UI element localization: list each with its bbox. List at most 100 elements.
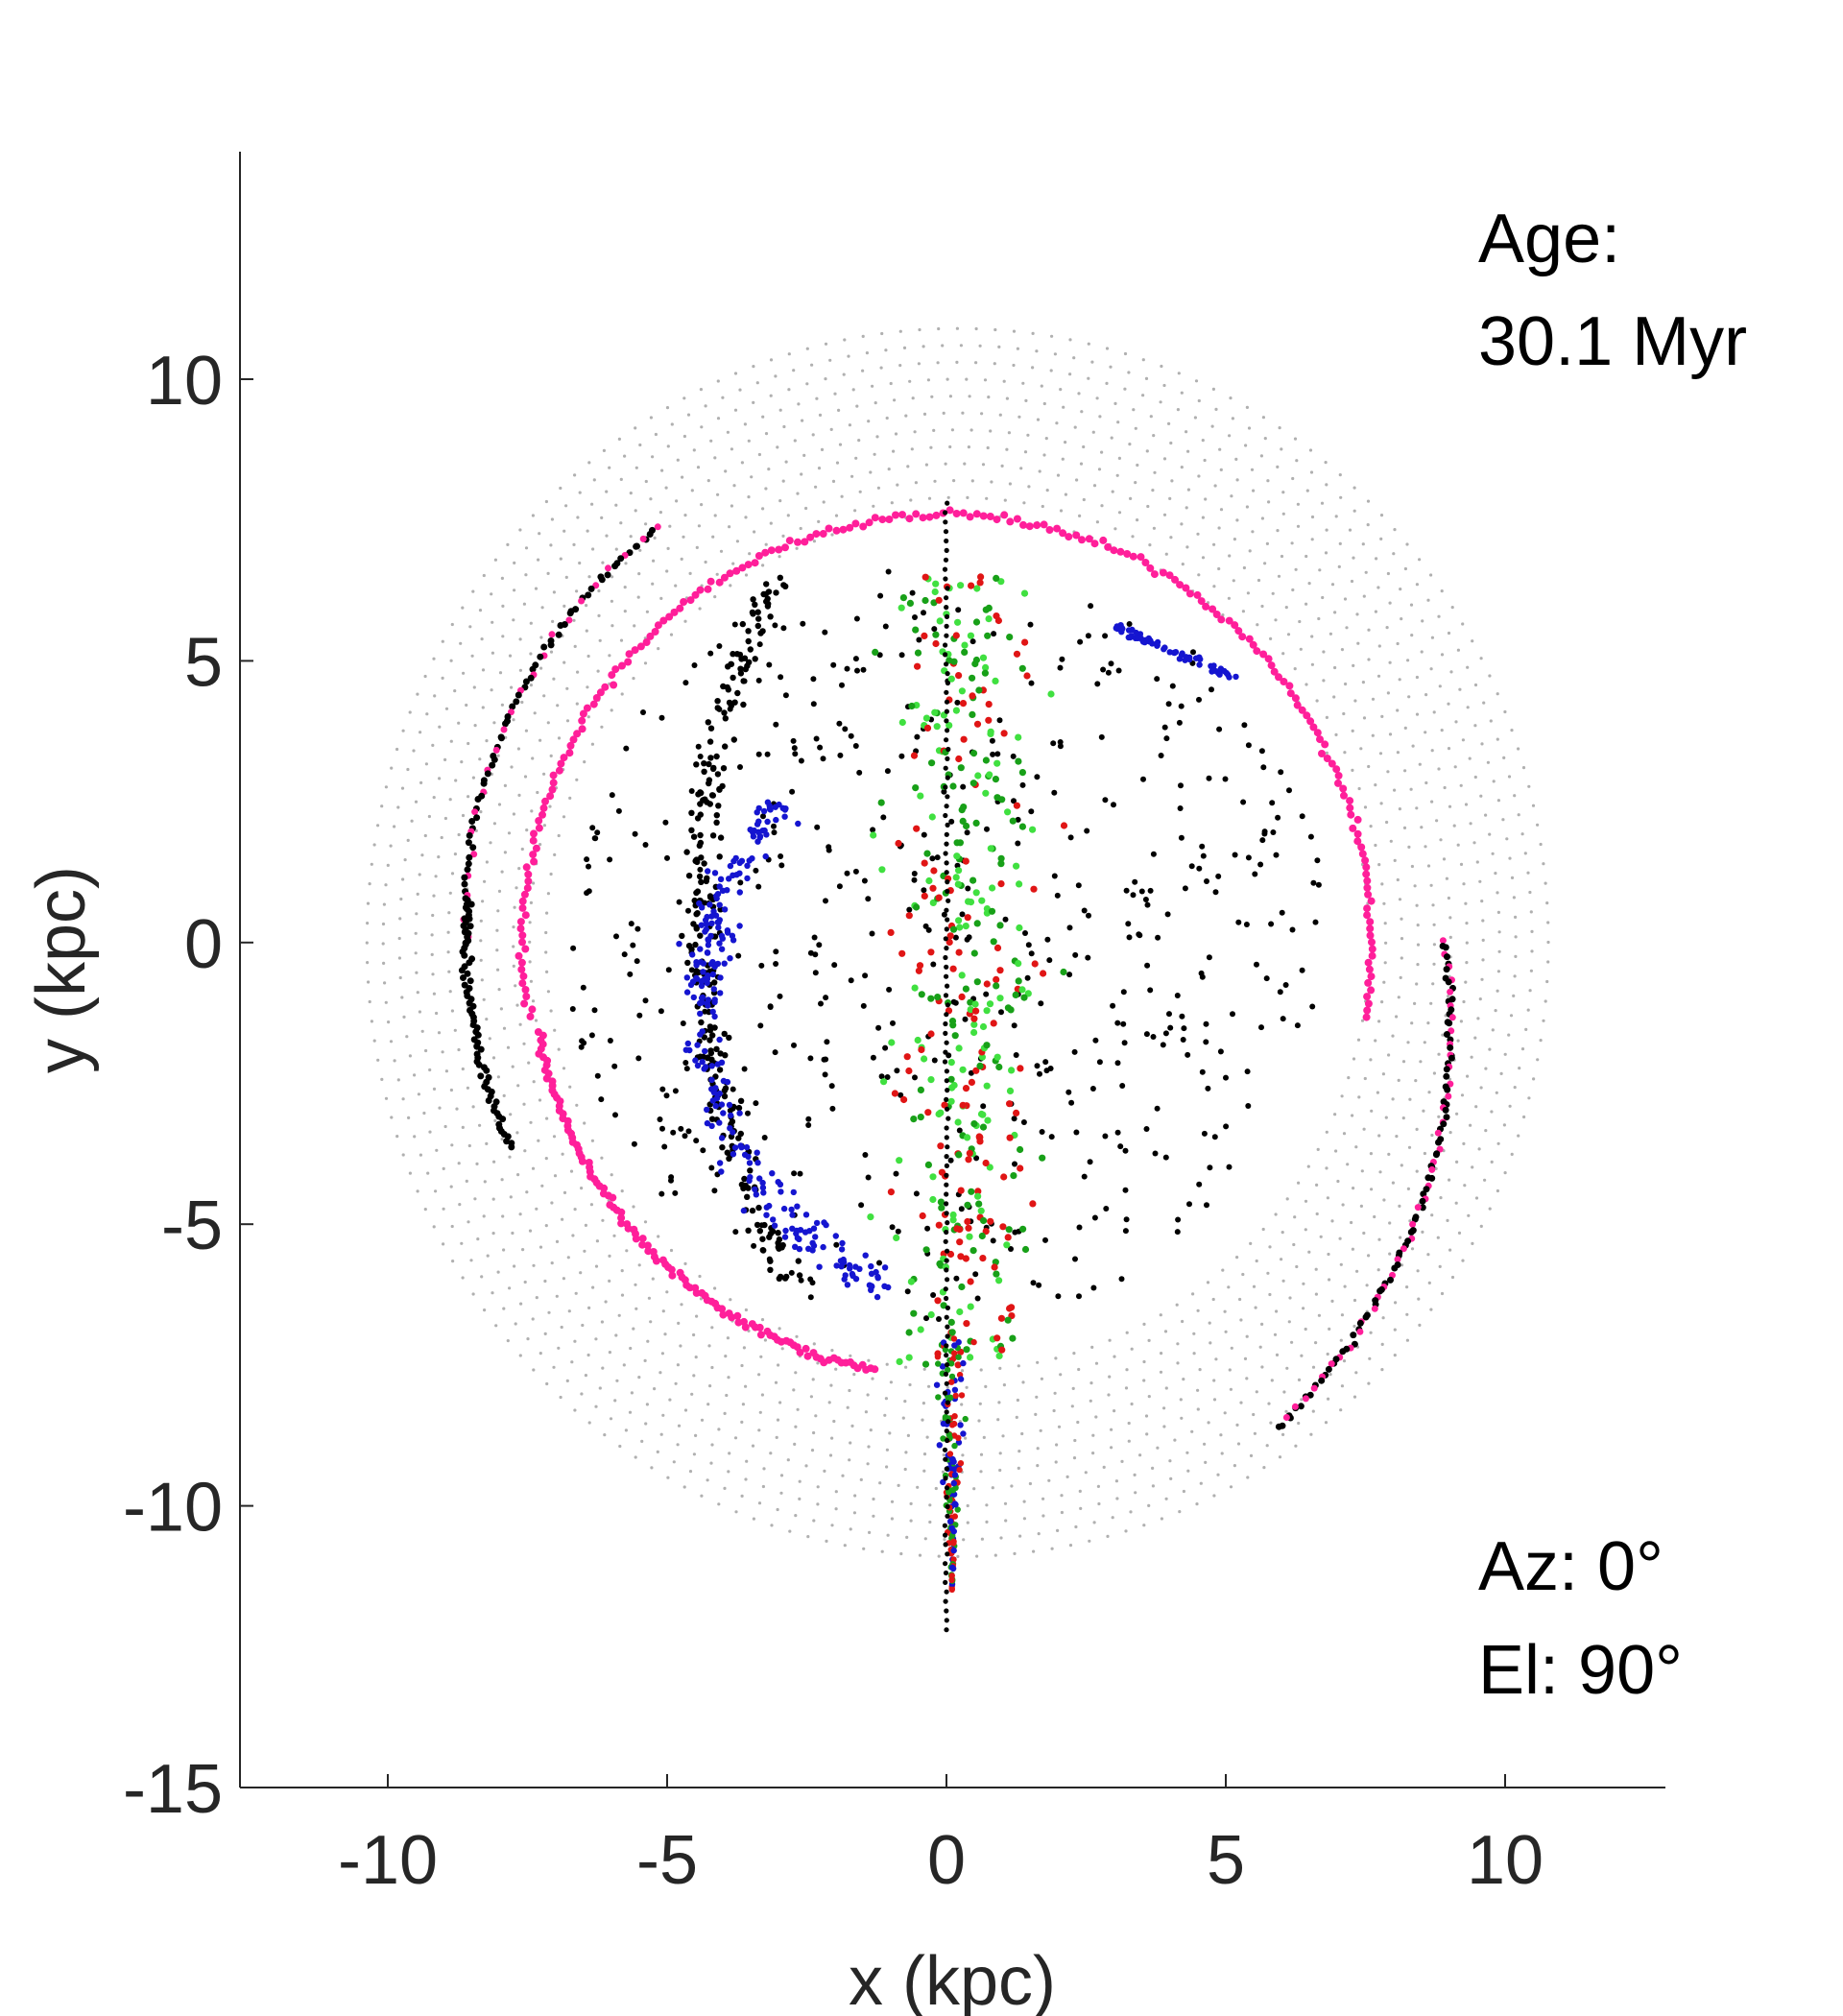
inner-black-point xyxy=(1076,1293,1082,1300)
gray-disk-point xyxy=(1079,462,1084,466)
gray-disk-point xyxy=(1223,1411,1227,1415)
inner-black-point xyxy=(611,1063,618,1069)
gray-disk-point xyxy=(1280,1258,1283,1261)
blue-point xyxy=(868,1283,875,1289)
x-tick-label: 5 xyxy=(1207,1822,1245,1899)
central-point xyxy=(870,831,877,839)
gray-disk-point xyxy=(515,1003,519,1007)
gray-disk-point xyxy=(1461,738,1465,742)
tail-point xyxy=(934,1354,942,1360)
ring-point xyxy=(1150,570,1159,579)
inner-black-point xyxy=(1169,683,1176,689)
gray-disk-point xyxy=(564,504,568,508)
inner-black-point xyxy=(615,807,622,814)
central-point xyxy=(969,674,976,682)
blue-point xyxy=(704,975,711,983)
gray-disk-point xyxy=(725,1393,729,1398)
gray-disk-point xyxy=(1393,1328,1397,1332)
gray-disk-point xyxy=(1353,699,1357,703)
filament-point xyxy=(944,1211,949,1216)
inner-black-point xyxy=(753,867,759,874)
tail-point xyxy=(942,1346,949,1354)
gray-disk-point xyxy=(423,833,427,838)
central-point xyxy=(955,867,963,875)
gray-disk-point xyxy=(620,692,624,696)
filament-point xyxy=(944,831,949,837)
blue-point xyxy=(704,1119,711,1127)
gray-disk-point xyxy=(750,475,754,479)
gray-disk-point xyxy=(531,1166,536,1170)
gray-disk-point xyxy=(1105,347,1110,350)
inner-black-point xyxy=(830,661,837,668)
gray-disk-point xyxy=(853,1494,857,1498)
inner-black-point xyxy=(1232,852,1238,858)
ring-point xyxy=(1363,883,1372,892)
gray-disk-point xyxy=(1403,726,1407,731)
gray-disk-point xyxy=(512,945,515,948)
filament-point xyxy=(944,623,949,629)
filament-point xyxy=(943,1030,948,1036)
filament-point xyxy=(944,1343,949,1349)
ring-point xyxy=(905,515,914,523)
blue-point xyxy=(753,1191,759,1198)
central-point xyxy=(958,993,966,1000)
blue-point xyxy=(806,1228,813,1235)
gray-disk-point xyxy=(649,497,653,501)
gray-disk-point xyxy=(465,703,468,708)
gray-disk-point xyxy=(576,670,580,674)
blue-point xyxy=(778,1188,784,1195)
blue-point xyxy=(771,1222,778,1229)
inner-black-point xyxy=(1020,1119,1027,1125)
gray-disk-point xyxy=(1507,1033,1511,1037)
gray-disk-point xyxy=(556,704,560,708)
gray-disk-point xyxy=(620,1189,624,1193)
gray-disk-point xyxy=(840,494,844,498)
gray-disk-point xyxy=(510,765,514,769)
inner-black-point xyxy=(1278,769,1284,776)
gray-disk-point xyxy=(1429,883,1433,887)
gray-disk-point xyxy=(885,1465,889,1469)
gray-disk-point xyxy=(1274,618,1278,622)
gray-disk-point xyxy=(1544,999,1547,1003)
gray-disk-point xyxy=(875,435,879,439)
gray-disk-point xyxy=(1388,1221,1392,1225)
central-point xyxy=(929,884,937,892)
ring-point xyxy=(794,538,802,546)
gray-disk-point xyxy=(523,1149,527,1153)
gray-disk-point xyxy=(634,1455,637,1459)
tail-point xyxy=(957,1376,965,1382)
filament-point xyxy=(944,804,949,809)
gray-disk-point xyxy=(562,604,566,609)
gray-disk-point xyxy=(457,721,461,725)
inner-black-point xyxy=(755,883,762,890)
gray-disk-point xyxy=(1168,496,1172,501)
ring-point xyxy=(718,1305,727,1313)
ring-point xyxy=(624,658,633,666)
gray-disk-point xyxy=(824,342,828,346)
gray-disk-point xyxy=(993,327,997,332)
central-point xyxy=(1015,733,1022,741)
inner-black-point xyxy=(1044,936,1051,943)
gray-disk-point xyxy=(1350,1220,1353,1225)
tail-point xyxy=(955,1354,962,1360)
blue-point xyxy=(713,893,720,900)
gray-disk-point xyxy=(1421,619,1424,623)
inner-black-point xyxy=(1196,865,1203,872)
gray-disk-point xyxy=(1136,463,1139,468)
inner-black-point xyxy=(694,858,701,866)
filament-point xyxy=(943,642,948,648)
blue-point xyxy=(789,1212,796,1218)
inner-black-point xyxy=(621,951,628,958)
gray-disk-point xyxy=(1110,1428,1113,1431)
gray-disk-point xyxy=(510,685,514,689)
central-point xyxy=(973,585,981,592)
outer-arm-point xyxy=(548,631,556,638)
blue-point xyxy=(752,1186,758,1193)
ring-point xyxy=(578,716,586,725)
inner-black-point xyxy=(717,1050,724,1057)
gray-disk-point xyxy=(1315,699,1319,703)
gray-disk-point xyxy=(549,754,553,758)
filament-point xyxy=(944,538,949,544)
central-point xyxy=(947,675,955,683)
